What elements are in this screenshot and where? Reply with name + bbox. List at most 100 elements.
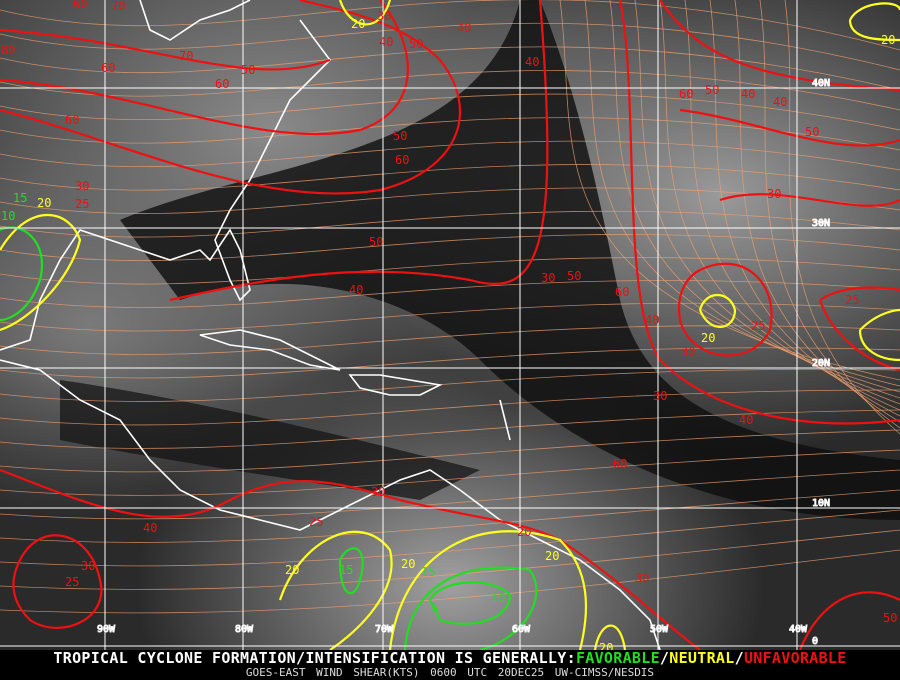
unfavorable-contour-label: 50 bbox=[369, 235, 383, 249]
favorable-contour-label: 10 bbox=[1, 209, 15, 223]
latitude-label: 40N bbox=[812, 78, 830, 89]
streamline bbox=[0, 164, 900, 191]
unfavorable-contour-label: 25 bbox=[751, 319, 765, 333]
neutral-contour-label: 20 bbox=[37, 196, 51, 210]
longitude-label: 90W bbox=[97, 624, 116, 635]
unfavorable-contour-label: 30 bbox=[635, 571, 649, 585]
unfavorable-contour-label: 30 bbox=[767, 187, 781, 201]
unfavorable-contour-label: 40 bbox=[525, 55, 539, 69]
unfavorable-contour-label: 40 bbox=[143, 521, 157, 535]
unfavorable-contour-label: 60 bbox=[101, 61, 115, 75]
streamline bbox=[0, 449, 900, 496]
unfavorable-contour-label: 50 bbox=[241, 63, 255, 77]
latitude-label: 20N bbox=[812, 358, 830, 369]
streamline bbox=[0, 187, 900, 214]
unfavorable-contour-label: 60 bbox=[613, 457, 627, 471]
valid-time: 0600 UTC bbox=[430, 666, 488, 679]
unfavorable-contour-label: 20 bbox=[517, 525, 531, 539]
neutral-contour-label: 20 bbox=[351, 17, 365, 31]
streamline bbox=[0, 22, 900, 71]
streamlines bbox=[0, 0, 900, 614]
neutral-contour-label: 20 bbox=[545, 549, 559, 563]
streamline bbox=[0, 0, 900, 51]
unfavorable-contour-label: 25 bbox=[309, 515, 323, 529]
favorable-contour-label: 15 bbox=[339, 563, 353, 577]
streamline bbox=[0, 140, 900, 171]
unfavorable-legend: UNFAVORABLE bbox=[743, 649, 847, 667]
streamline bbox=[709, 0, 900, 417]
latitude-label: 10N bbox=[812, 498, 830, 509]
streamline bbox=[0, 469, 900, 520]
streamline bbox=[0, 549, 900, 614]
streamline bbox=[684, 0, 900, 411]
longitude-label: 40W bbox=[789, 624, 808, 635]
unfavorable-contour-label: 60 bbox=[679, 87, 693, 101]
unfavorable-contour-label: 50 bbox=[393, 129, 407, 143]
longitude-label: 50W bbox=[650, 624, 669, 635]
unfavorable-contour-label: 25 bbox=[65, 575, 79, 589]
product-name: GOES-EAST WIND SHEAR(KTS) bbox=[245, 666, 420, 679]
credit: UW-CIMSS/NESDIS bbox=[554, 666, 655, 679]
unfavorable-contour-label: 40 bbox=[457, 21, 471, 35]
caption: TROPICAL CYCLONE FORMATION/INTENSIFICATI… bbox=[0, 650, 900, 680]
streamline bbox=[0, 529, 900, 590]
streamline bbox=[0, 210, 900, 238]
unfavorable-contour-label: 30 bbox=[377, 9, 391, 23]
streamline bbox=[0, 489, 900, 543]
unfavorable-contour-label: 70 bbox=[179, 49, 193, 63]
longitude-label: 60W bbox=[512, 624, 531, 635]
unfavorable-contour-label: 25 bbox=[845, 293, 859, 307]
streamline bbox=[0, 347, 900, 379]
neutral-contour-label: 20 bbox=[881, 33, 895, 47]
favorable-contour-label: 15 bbox=[421, 565, 435, 579]
unfavorable-contour-label: 30 bbox=[81, 559, 95, 573]
streamline bbox=[0, 234, 900, 261]
streamline bbox=[0, 368, 900, 402]
streamline bbox=[0, 429, 900, 473]
longitude-label: 70W bbox=[375, 624, 394, 635]
shear-contours bbox=[0, 0, 900, 650]
streamline bbox=[759, 0, 900, 429]
unfavorable-contour-label: 40 bbox=[645, 313, 659, 327]
neutral-contour-label: 20 bbox=[599, 641, 613, 650]
unfavorable-contour-label: 40 bbox=[379, 35, 393, 49]
unfavorable-contour-label: 60 bbox=[395, 153, 409, 167]
favorable-contour-label: 10 bbox=[491, 591, 505, 605]
neutral-contour-label: 20 bbox=[285, 563, 299, 577]
unfavorable-contour-label: 50 bbox=[409, 37, 423, 51]
unfavorable-contour-label: 70 bbox=[111, 0, 125, 13]
unfavorable-contour-label: 80 bbox=[1, 43, 15, 57]
streamline bbox=[0, 509, 900, 567]
streamline bbox=[0, 409, 900, 449]
favorable-contour-label: 15 bbox=[13, 191, 27, 205]
unfavorable-contour-label: 30 bbox=[75, 179, 89, 193]
unfavorable-contour-label: 50 bbox=[705, 83, 719, 97]
streamline bbox=[609, 0, 900, 393]
unfavorable-contour-label: 40 bbox=[773, 95, 787, 109]
unfavorable-contour-label: 25 bbox=[75, 197, 89, 211]
streamline bbox=[659, 0, 900, 405]
streamline bbox=[0, 257, 900, 285]
unfavorable-contour-label: 30 bbox=[541, 271, 555, 285]
unfavorable-contour-label: 60 bbox=[615, 285, 629, 299]
streamline bbox=[784, 0, 900, 435]
streamline bbox=[0, 46, 900, 91]
streamline bbox=[0, 389, 900, 426]
unfavorable-contour-label: 30 bbox=[371, 485, 385, 499]
unfavorable-contour-label: 50 bbox=[805, 125, 819, 139]
unfavorable-contour-label: 30 bbox=[653, 389, 667, 403]
unfavorable-contour-label: 60 bbox=[73, 0, 87, 11]
streamline bbox=[0, 280, 900, 308]
latitude-label: 0 bbox=[812, 636, 818, 647]
streamline bbox=[0, 93, 900, 131]
latitude-label: 30N bbox=[812, 218, 830, 229]
streamline bbox=[584, 0, 900, 387]
product-info: GOES-EAST WIND SHEAR(KTS) 0600 UTC 20DEC… bbox=[0, 667, 900, 679]
streamline bbox=[634, 0, 900, 399]
neutral-contour-label: 20 bbox=[701, 331, 715, 345]
headline-text: TROPICAL CYCLONE FORMATION/INTENSIFICATI… bbox=[53, 649, 576, 667]
unfavorable-contour-label: 30 bbox=[681, 345, 695, 359]
satellite-map: 90W 80W 70W 60W 50W 40W 40N 30N 20N 10N 0 60 70 80 60… bbox=[0, 0, 900, 650]
